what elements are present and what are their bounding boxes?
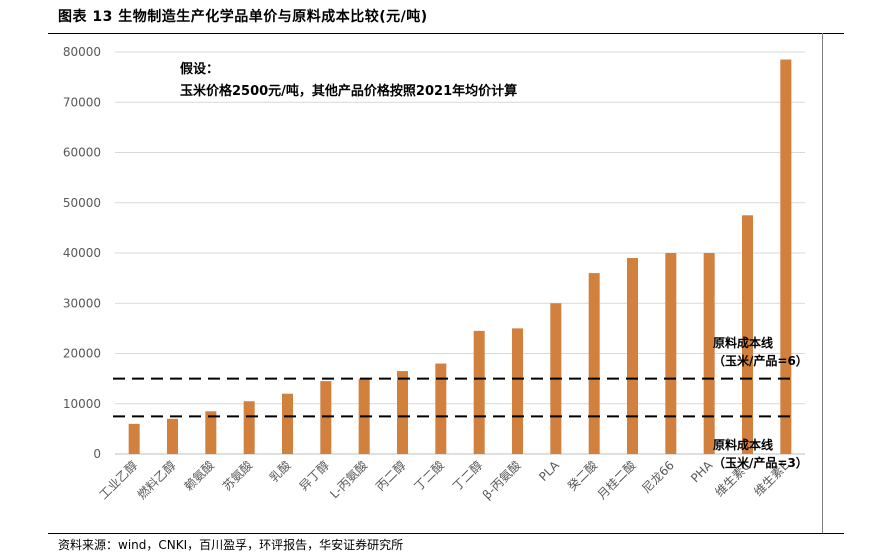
x-tick-label: 癸二酸 bbox=[564, 458, 600, 494]
y-tick-label: 80000 bbox=[63, 45, 101, 59]
bars bbox=[128, 59, 792, 454]
x-tick-label: 丙二醇 bbox=[373, 458, 409, 494]
assumption-text: 玉米价格2500元/吨，其他产品价格按照2021年均价计算 bbox=[180, 84, 518, 99]
source-note: 资料来源：wind，CNKI，百川盈孚，环评报告，华安证券研究所 bbox=[58, 538, 404, 552]
y-tick-label: 20000 bbox=[63, 347, 101, 361]
bar bbox=[588, 273, 600, 454]
x-tick-label: 月桂二酸 bbox=[594, 458, 639, 503]
bar bbox=[128, 423, 140, 454]
y-tick-label: 50000 bbox=[63, 196, 101, 210]
x-tick-label: 丁二酸 bbox=[411, 458, 447, 494]
bar bbox=[473, 330, 485, 454]
y-tick-label: 0 bbox=[93, 447, 101, 461]
lower-cost-line-label: 原料成本线 （玉米/产品=3） bbox=[713, 436, 808, 472]
y-tick-label: 70000 bbox=[63, 95, 101, 109]
bar bbox=[397, 371, 408, 454]
x-tick-label: 燃料乙醇 bbox=[134, 458, 179, 503]
x-tick-label: β-丙氨酸 bbox=[479, 458, 524, 503]
bar bbox=[780, 59, 792, 454]
y-axis-ticks: 0 10000 20000 30000 40000 50000 60000 70000 8000… bbox=[63, 45, 101, 461]
upper-cost-line-label: 原料成本线 （玉米/产品=6） bbox=[713, 334, 808, 370]
bar bbox=[205, 411, 217, 454]
bar bbox=[742, 215, 753, 454]
x-tick-label: 赖氨酸 bbox=[181, 458, 217, 494]
upper-cost-line-label-ratio: （玉米/产品=6） bbox=[713, 354, 808, 368]
bar bbox=[703, 253, 715, 454]
x-tick-label: 异丁醇 bbox=[296, 458, 332, 494]
bottom-rule bbox=[48, 533, 844, 534]
lower-cost-line-label-title: 原料成本线 bbox=[713, 438, 774, 452]
bar bbox=[243, 401, 255, 454]
assumption-heading: 假设： bbox=[180, 62, 220, 77]
bar bbox=[627, 258, 638, 454]
x-tick-label: PHA bbox=[688, 458, 716, 486]
y-tick-label: 10000 bbox=[63, 397, 101, 411]
y-tick-label: 30000 bbox=[63, 296, 101, 310]
reference-lines bbox=[113, 377, 792, 418]
figure-title: 图表 13 生物制造生产化学品单价与原料成本比较(元/吨) bbox=[58, 9, 428, 25]
x-tick-label: 苏氨酸 bbox=[219, 458, 255, 494]
top-rule bbox=[48, 33, 844, 34]
gridlines bbox=[115, 51, 805, 455]
y-tick-label: 60000 bbox=[63, 146, 101, 160]
bar bbox=[167, 418, 178, 454]
bar bbox=[512, 328, 523, 454]
x-tick-label: 工业乙醇 bbox=[96, 458, 141, 503]
lower-cost-line-label-ratio: （玉米/产品=3） bbox=[713, 456, 808, 470]
x-tick-label: 尼龙66 bbox=[639, 458, 677, 496]
side-divider bbox=[822, 33, 823, 533]
bar bbox=[282, 393, 293, 454]
x-tick-label: 丁二醇 bbox=[449, 458, 485, 494]
bar bbox=[435, 363, 447, 454]
y-tick-label: 40000 bbox=[63, 246, 101, 260]
x-tick-label: 乳酸 bbox=[266, 458, 294, 486]
bar bbox=[665, 253, 677, 454]
bar bbox=[320, 381, 332, 454]
upper-cost-line-label-title: 原料成本线 bbox=[713, 336, 774, 350]
x-tick-label: PLA bbox=[536, 458, 562, 484]
x-tick-label: L-丙氨酸 bbox=[327, 458, 371, 502]
